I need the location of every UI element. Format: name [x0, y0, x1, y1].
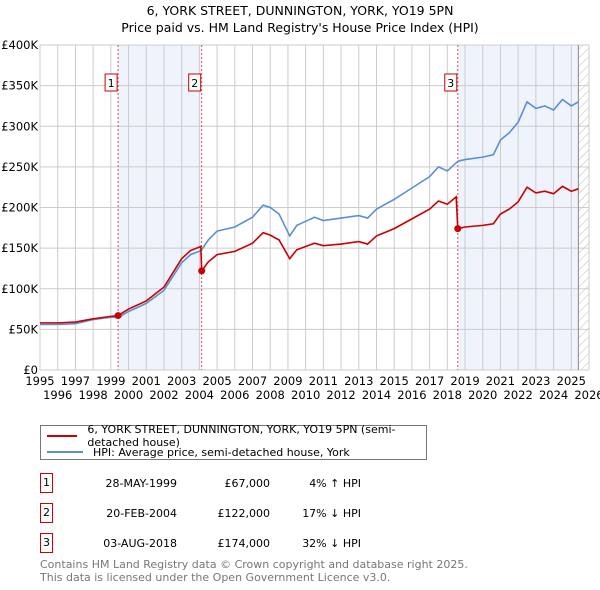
- sale-label: 2: [191, 77, 198, 90]
- x-tick-label: 2016: [397, 388, 426, 402]
- x-tick-label: 2012: [326, 388, 355, 402]
- x-tick-label: 2014: [362, 388, 391, 402]
- sale-row: 1 28-MAY-1999 £67,000 4% ↑ HPI: [40, 473, 440, 497]
- legend-label: HPI: Average price, semi-detached house,…: [93, 445, 350, 459]
- x-tick-label: 2005: [202, 374, 231, 388]
- x-tick-label: 2008: [256, 388, 285, 402]
- x-tick-label: 2021: [486, 374, 515, 388]
- y-tick-label: £250K: [1, 160, 38, 174]
- y-tick-label: £100K: [1, 282, 38, 296]
- x-tick-label: 1997: [61, 374, 90, 388]
- x-tick-label: 1998: [78, 388, 107, 402]
- sale-hpi-diff: 4% ↑ HPI: [309, 477, 361, 490]
- y-tick-label: £50K: [9, 322, 39, 336]
- x-tick-label: 1996: [43, 388, 72, 402]
- copyright-text: Contains HM Land Registry data © Crown c…: [40, 558, 468, 571]
- price-chart: 1995199619971998199920002001200220032004…: [1, 38, 600, 402]
- sale-label-box: [104, 73, 118, 92]
- price-paid-line: [40, 185, 579, 324]
- x-tick-label: 2002: [149, 388, 178, 402]
- x-tick-label: 2013: [344, 374, 373, 388]
- sale-label-box: [188, 73, 202, 92]
- sale-date: 28-MAY-1999: [105, 477, 177, 490]
- x-tick-label: 1999: [96, 374, 125, 388]
- x-tick-label: 2003: [167, 374, 196, 388]
- sale-price: £174,000: [217, 537, 271, 550]
- x-tick-label: 2024: [539, 388, 568, 402]
- x-tick-label: 2022: [504, 388, 533, 402]
- x-tick-label: 2026: [574, 388, 600, 402]
- x-tick-label: 2010: [291, 388, 320, 402]
- sale-price: £122,000: [217, 507, 271, 520]
- blue-line-swatch: [47, 451, 83, 453]
- hpi-line: [40, 98, 579, 326]
- x-tick-label: 2023: [521, 374, 550, 388]
- y-tick-label: £400K: [1, 38, 38, 52]
- chart-title: 6, YORK STREET, DUNNINGTON, YORK, YO19 5…: [146, 3, 454, 18]
- sale-label: 3: [447, 77, 454, 90]
- x-tick-label: 2001: [132, 374, 161, 388]
- x-tick-label: 2009: [273, 374, 302, 388]
- sale-date: 03-AUG-2018: [103, 537, 177, 550]
- y-tick-label: £150K: [1, 241, 38, 255]
- y-tick-label: £0: [23, 363, 38, 377]
- sale-marker-badge: 2: [40, 503, 53, 523]
- x-tick-label: 2015: [380, 374, 409, 388]
- chart-subtitle: Price paid vs. HM Land Registry's House …: [121, 20, 479, 35]
- legend-item-hpi: HPI: Average price, semi-detached house,…: [47, 445, 350, 459]
- sale-point: [114, 312, 122, 320]
- red-line-swatch: [47, 435, 78, 437]
- y-tick-label: £200K: [1, 201, 38, 215]
- x-tick-label: 1995: [25, 374, 54, 388]
- sale-hpi-diff: 32% ↓ HPI: [302, 537, 361, 550]
- y-tick-label: £350K: [1, 79, 38, 93]
- sale-point: [454, 225, 462, 233]
- footer: Contains HM Land Registry data © Crown c…: [40, 558, 468, 584]
- x-tick-label: 2020: [468, 388, 497, 402]
- sale-label-box: [444, 73, 458, 92]
- x-tick-label: 2018: [433, 388, 462, 402]
- sale-marker-badge: 1: [40, 473, 53, 493]
- legend-label: 6, YORK STREET, DUNNINGTON, YORK, YO19 5…: [87, 423, 396, 449]
- x-tick-label: 2019: [450, 374, 479, 388]
- x-tick-label: 2007: [238, 374, 267, 388]
- x-tick-label: 2000: [114, 388, 143, 402]
- sale-hpi-diff: 17% ↓ HPI: [302, 507, 361, 520]
- sale-marker-badge: 3: [40, 533, 53, 553]
- sale-date: 20-FEB-2004: [106, 507, 177, 520]
- y-tick-label: £300K: [1, 119, 38, 133]
- legend-item-property: 6, YORK STREET, DUNNINGTON, YORK, YO19 5…: [47, 423, 426, 449]
- x-tick-label: 2006: [220, 388, 249, 402]
- legend: 6, YORK STREET, DUNNINGTON, YORK, YO19 5…: [40, 423, 427, 460]
- x-tick-label: 2011: [309, 374, 338, 388]
- sale-point: [198, 267, 206, 275]
- x-tick-label: 2025: [557, 374, 586, 388]
- x-tick-label: 2004: [185, 388, 214, 402]
- sale-row: 2 20-FEB-2004 £122,000 17% ↓ HPI: [40, 503, 440, 527]
- sale-row: 3 03-AUG-2018 £174,000 32% ↓ HPI: [40, 533, 440, 557]
- sale-label: 1: [108, 77, 115, 90]
- sale-price: £67,000: [224, 477, 271, 490]
- x-tick-label: 2017: [415, 374, 444, 388]
- licence-text: This data is licensed under the Open Gov…: [40, 571, 391, 584]
